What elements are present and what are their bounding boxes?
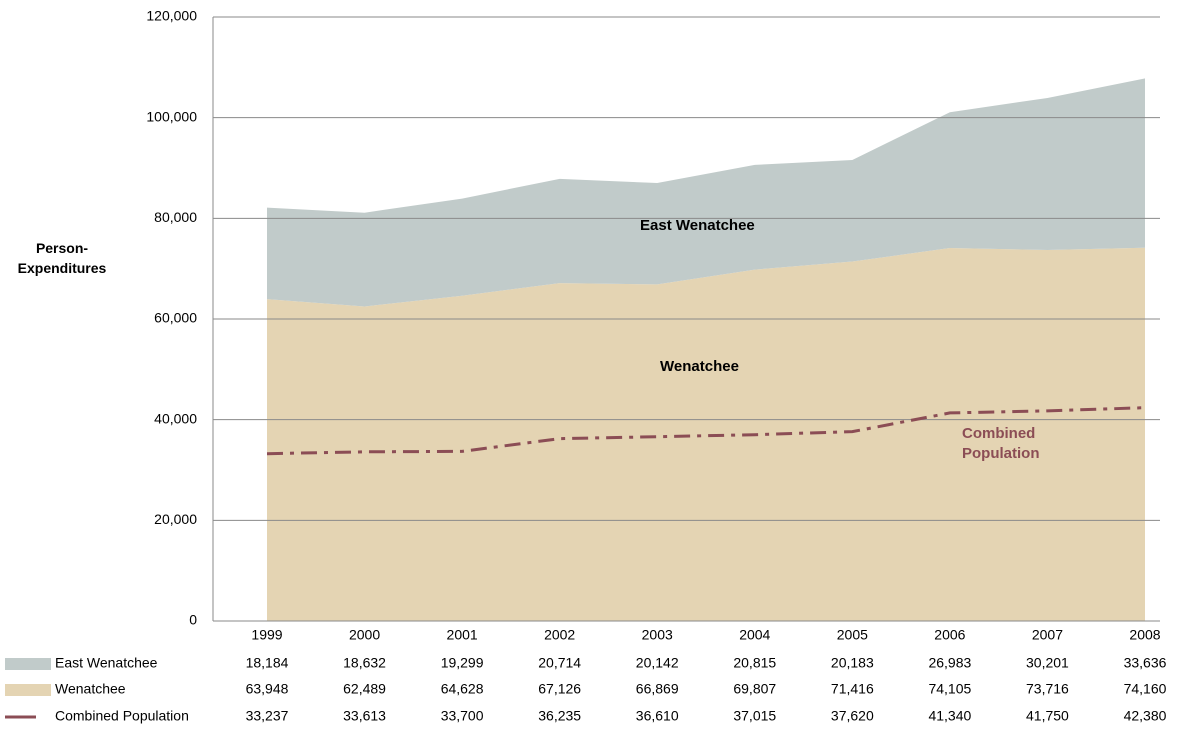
- legend-label: Wenatchee: [55, 681, 126, 697]
- legend-swatch: [5, 684, 51, 696]
- table-value: 62,489: [343, 681, 386, 697]
- y-tick-label: 120,000: [146, 8, 197, 24]
- table-value: 63,948: [246, 681, 289, 697]
- table-value: 33,636: [1124, 655, 1167, 671]
- table-value: 26,983: [928, 655, 971, 671]
- x-tick-label: 2001: [447, 627, 478, 643]
- area: [267, 247, 1145, 621]
- table-value: 69,807: [733, 681, 776, 697]
- table-value: 20,142: [636, 655, 679, 671]
- line: [266, 406, 1146, 456]
- table-value: 73,716: [1026, 681, 1069, 697]
- y-tick-label: 60,000: [154, 310, 197, 326]
- table-value: 20,714: [538, 655, 581, 671]
- x-tick-label: 2003: [642, 627, 673, 643]
- legend-label: Combined Population: [55, 708, 189, 724]
- area: [267, 78, 1145, 307]
- table-value: 33,613: [343, 708, 386, 724]
- y-tick-label: 40,000: [154, 410, 197, 426]
- series-annotation: East Wenatchee: [640, 217, 755, 234]
- y-axis-label: Person-Expenditures: [17, 240, 107, 276]
- table-value: 41,750: [1026, 708, 1069, 724]
- table-value: 20,183: [831, 655, 874, 671]
- x-tick-label: 2000: [349, 627, 380, 643]
- x-tick-label: 2005: [837, 627, 868, 643]
- table-value: 74,105: [928, 681, 971, 697]
- x-tick-label: 2007: [1032, 627, 1063, 643]
- series-annotation: Combined Population: [962, 425, 1040, 462]
- series-annotation: Wenatchee: [660, 358, 739, 375]
- table-value: 64,628: [441, 681, 484, 697]
- y-tick-label: 20,000: [154, 511, 197, 527]
- x-tick-label: 1999: [251, 627, 282, 643]
- table-value: 42,380: [1124, 708, 1167, 724]
- table-value: 41,340: [928, 708, 971, 724]
- table-value: 36,235: [538, 708, 581, 724]
- table-value: 71,416: [831, 681, 874, 697]
- legend-label: East Wenatchee: [55, 655, 158, 671]
- table-value: 37,015: [733, 708, 776, 724]
- table-value: 74,160: [1124, 681, 1167, 697]
- table-value: 20,815: [733, 655, 776, 671]
- table-value: 67,126: [538, 681, 581, 697]
- table-value: 18,184: [246, 655, 289, 671]
- table-value: 19,299: [441, 655, 484, 671]
- table-value: 18,632: [343, 655, 386, 671]
- x-tick-label: 2008: [1129, 627, 1160, 643]
- table-value: 30,201: [1026, 655, 1069, 671]
- table-value: 36,610: [636, 708, 679, 724]
- y-tick-label: 100,000: [146, 108, 197, 124]
- table-value: 37,620: [831, 708, 874, 724]
- y-tick-label: 0: [189, 612, 197, 628]
- x-tick-label: 2006: [934, 627, 965, 643]
- table-value: 66,869: [636, 681, 679, 697]
- table-value: 33,237: [246, 708, 289, 724]
- table-value: 33,700: [441, 708, 484, 724]
- x-tick-label: 2004: [739, 627, 770, 643]
- y-tick-label: 80,000: [154, 209, 197, 225]
- x-tick-label: 2002: [544, 627, 575, 643]
- legend-swatch: [5, 658, 51, 670]
